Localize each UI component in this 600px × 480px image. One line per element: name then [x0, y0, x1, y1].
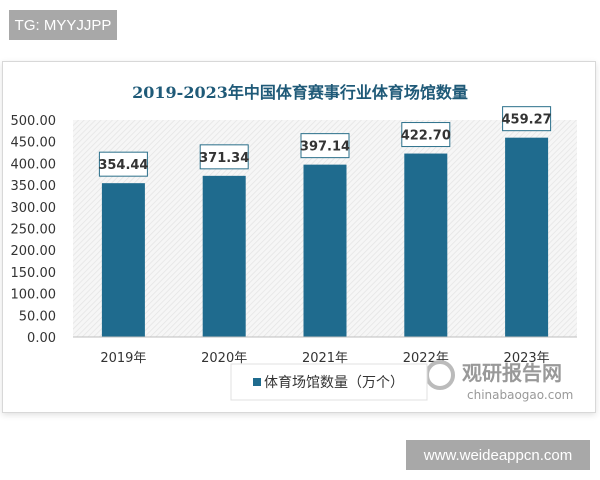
data-label-box	[401, 122, 451, 148]
y-tick-label: 250.00	[11, 223, 57, 238]
legend-swatch	[253, 378, 261, 386]
y-tick-label: 350.00	[11, 179, 57, 194]
data-label: 354.44	[98, 158, 148, 173]
data-label-box	[300, 133, 350, 159]
x-tick-label: 2021年	[302, 351, 348, 366]
bar-2019	[101, 183, 145, 337]
y-tick-label: 0.00	[27, 331, 56, 346]
data-label: 371.34	[199, 151, 249, 166]
x-tick-label: 2023年	[504, 351, 550, 366]
data-label-box	[502, 106, 552, 132]
data-label-box	[199, 144, 249, 170]
bar-2023	[505, 137, 549, 337]
y-tick-label: 450.00	[11, 136, 57, 151]
x-tick-label: 2020年	[201, 351, 247, 366]
watermark: 观研报告网 chinabaogao.com	[425, 360, 573, 402]
footer-tag: www.weideappcn.com	[406, 440, 590, 470]
data-label-box	[98, 151, 148, 177]
watermark-en: chinabaogao.com	[467, 388, 573, 402]
bar-2020	[202, 175, 246, 337]
legend-label: 体育场馆数量（万个）	[264, 375, 404, 391]
y-tick-label: 500.00	[11, 114, 57, 129]
chart-title: 2019-2023年中国体育赛事行业体育场馆数量	[132, 83, 468, 102]
bar-2021	[303, 164, 347, 337]
data-label: 397.14	[300, 140, 350, 155]
bar-2022	[404, 153, 448, 337]
watermark-cn: 观研报告网	[462, 361, 562, 385]
data-label: 459.27	[502, 113, 552, 128]
legend	[230, 363, 428, 401]
x-tick-label: 2019年	[100, 351, 146, 366]
y-tick-label: 100.00	[11, 288, 57, 303]
y-tick-label: 150.00	[11, 266, 57, 281]
y-tick-label: 400.00	[11, 157, 57, 172]
y-tick-label: 50.00	[19, 309, 56, 324]
header-tag: TG: MYYJJPP	[9, 10, 117, 40]
y-tick-label: 200.00	[11, 244, 57, 259]
data-label: 422.70	[401, 129, 451, 144]
y-tick-label: 300.00	[11, 201, 57, 216]
